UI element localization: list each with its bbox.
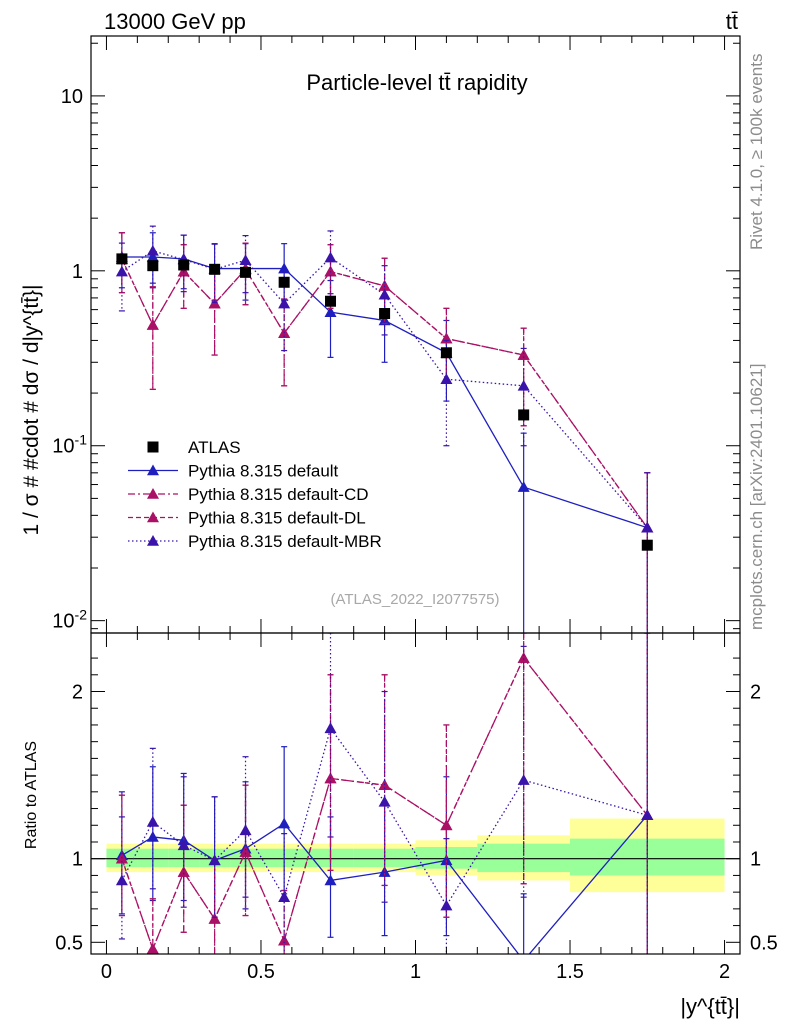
main-axis-ticks: 10 1 10-1 10-2: [52, 36, 740, 633]
main-marker: [440, 373, 453, 385]
ratio-series-line: [121, 726, 648, 907]
main-marker: [146, 319, 159, 330]
ratio-marker: [440, 819, 453, 831]
legend-marker: [147, 488, 159, 499]
x-tick-label: 1: [410, 961, 421, 983]
ratio-marker: [208, 912, 221, 924]
process-label: tt̄: [726, 9, 738, 34]
legend-marker: [147, 535, 159, 546]
ratio-marker: [517, 652, 530, 663]
ratio-marker: [517, 774, 530, 785]
x-tick-label: 1.5: [556, 961, 584, 983]
legend-entry: Pythia 8.315 default-MBR: [128, 532, 382, 551]
ratio-y-tick-label: 0.5: [55, 932, 83, 954]
x-tick-label: 2: [719, 961, 730, 983]
legend-label: Pythia 8.315 default-DL: [188, 509, 366, 528]
main-marker: [146, 244, 159, 256]
atlas-data-point: [178, 259, 190, 271]
ratio-marker: [641, 809, 654, 821]
ratio-y-axis-label: Ratio to ATLAS: [23, 741, 40, 849]
ratio-marker: [146, 942, 159, 954]
x-axis-label: |y^{tt̄}|: [680, 994, 740, 1019]
main-y-tick-label: 1: [72, 261, 83, 283]
atlas-data-point: [147, 260, 159, 272]
main-marker: [324, 251, 337, 263]
main-marker: [517, 349, 530, 360]
ratio-marker: [177, 839, 190, 851]
x-tick-label: 0.5: [247, 961, 275, 983]
main-marker: [517, 379, 530, 391]
ratio-marker: [239, 846, 252, 857]
ratio-y-tick-label-right: 0.5: [750, 932, 778, 954]
main-y-tick-label: 10-1: [52, 432, 87, 458]
ratio-y-tick-label-right: 1: [750, 849, 761, 871]
legend-marker: [147, 511, 159, 523]
x-tick-label: 0: [101, 961, 112, 983]
legend-entry: Pythia 8.315 default-CD: [128, 485, 369, 504]
main-y-tick-label: 10: [61, 86, 83, 108]
legend-label: Pythia 8.315 default-MBR: [188, 532, 382, 551]
ratio-marker: [239, 824, 252, 836]
rivet-version-label: Rivet 4.1.0, ≥ 100k events: [747, 54, 766, 250]
ratio-marker: [146, 815, 159, 827]
main-marker: [378, 288, 391, 300]
ratio-marker: [278, 891, 291, 902]
main-marker: [146, 250, 159, 262]
mcplots-label: mcplots.cern.ch [arXiv:2401.10621]: [747, 364, 766, 630]
ratio-marker: [324, 722, 337, 734]
ratio-y-tick-label: 2: [72, 682, 83, 704]
main-marker: [239, 254, 252, 265]
legend: ATLAS Pythia 8.315 default Pythia 8.315 de…: [128, 438, 382, 551]
analysis-watermark: (ATLAS_2022_I2077575): [330, 591, 499, 608]
chart-title: Particle-level tt̄ rapidity: [306, 70, 527, 95]
ratio-series-3: [115, 633, 654, 954]
main-marker: [177, 265, 190, 277]
ratio-y-tick-label: 1: [72, 849, 83, 871]
legend-label: Pythia 8.315 default: [188, 462, 339, 481]
main-y-tick-label: 10-2: [52, 607, 87, 633]
ratio-marker: [324, 874, 337, 886]
ratio-marker: [115, 874, 128, 886]
ratio-y-tick-label-right: 2: [750, 682, 761, 704]
energy-label: 13000 GeV pp: [104, 9, 246, 34]
legend-label: ATLAS: [188, 438, 241, 457]
main-marker: [324, 306, 337, 317]
atlas-data-point: [116, 253, 128, 265]
main-marker: [278, 297, 291, 309]
ratio-marker: [278, 817, 291, 829]
ratio-plot-area: [91, 633, 740, 954]
legend-marker: [147, 464, 159, 476]
atlas-data-point: [518, 409, 530, 421]
legend-entry: Pythia 8.315 default: [128, 462, 339, 481]
legend-entry: Pythia 8.315 default-DL: [128, 509, 366, 528]
main-plot-area: [115, 225, 654, 633]
atlas-data-point: [379, 308, 391, 320]
legend-entry: ATLAS: [147, 438, 241, 457]
ratio-marker: [208, 854, 221, 866]
legend-label: Pythia 8.315 default-CD: [188, 485, 369, 504]
main-marker: [115, 265, 128, 277]
ratio-marker: [278, 934, 291, 946]
atlas-data-point: [209, 263, 221, 275]
main-y-axis-label: 1 / σ # #cdot # dσ / d|y^{tt̄}|: [20, 285, 43, 536]
ratio-marker: [440, 899, 453, 911]
main-marker: [517, 481, 530, 492]
atlas-data-point: [440, 347, 452, 359]
atlas-data-point: [325, 295, 337, 307]
ratio-marker: [378, 795, 391, 807]
legend-marker-atlas: [147, 441, 159, 453]
ratio-axis-ticks: 0 0.5 1 1.5 2 2 2 1 1 0.5 0.5: [55, 633, 778, 983]
atlas-data-point: [641, 539, 653, 551]
main-series-line: [121, 250, 648, 529]
ratio-series-line: [121, 656, 648, 951]
main-marker: [278, 262, 291, 274]
atlas-data-point: [240, 266, 252, 278]
ratio-marker: [177, 866, 190, 877]
main-marker: [378, 279, 391, 291]
atlas-data-point: [278, 276, 290, 288]
ratio-panel-frame: [90, 632, 741, 955]
main-marker: [641, 521, 654, 533]
